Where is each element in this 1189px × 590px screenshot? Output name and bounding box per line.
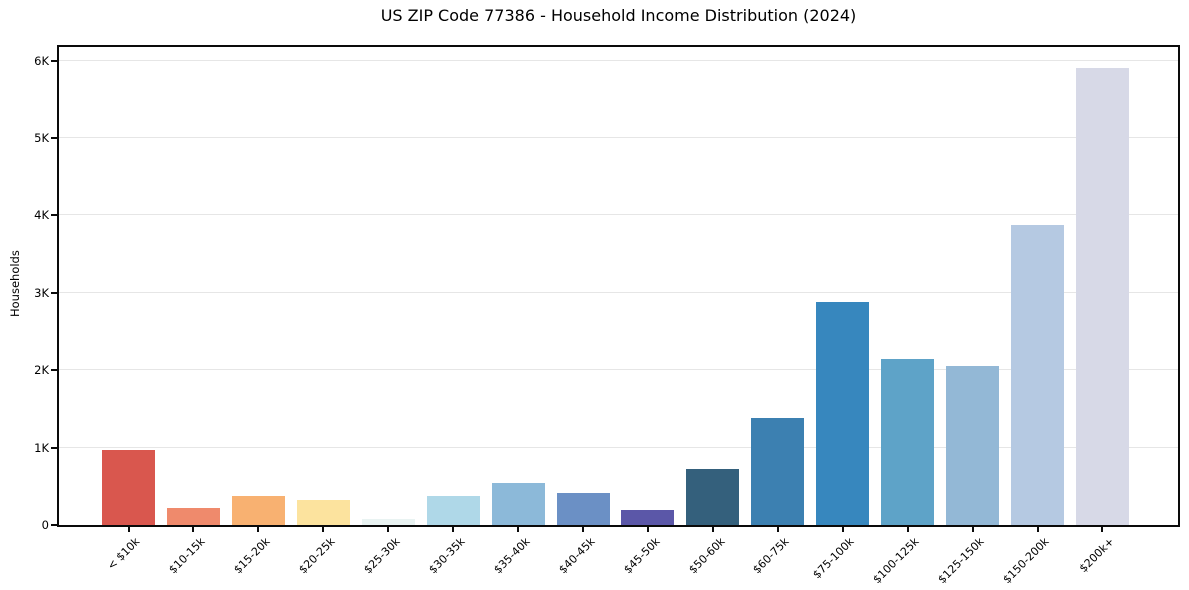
x-tick-label-$150-200k: $150-200k xyxy=(1000,535,1052,587)
y-tick-label-6K: 6K xyxy=(34,53,49,68)
y-tick-mark-3K xyxy=(51,291,57,294)
x-tick-label-$100-125k: $100-125k xyxy=(870,535,922,587)
x-tick-mark-< $10k xyxy=(127,527,130,532)
y-tick-label-4K: 4K xyxy=(34,208,49,223)
x-tick-label-$200k+: $200k+ xyxy=(1076,535,1117,576)
bar-$15-20k xyxy=(231,496,285,525)
bar-$75-100k xyxy=(816,302,870,525)
bar-$125-150k xyxy=(946,365,1000,525)
x-tick-mark-$30-35k xyxy=(452,527,455,532)
y-tick-mark-4K xyxy=(51,214,57,217)
bar-$30-35k xyxy=(426,496,480,525)
bar-$40-45k xyxy=(556,492,610,525)
bar-$200k+ xyxy=(1075,68,1129,525)
x-tick-mark-$40-45k xyxy=(582,527,584,532)
x-tick-label-< $10k: < $10k xyxy=(105,535,143,573)
y-tick-label-5K: 5K xyxy=(34,131,49,145)
x-tick-mark-$75-100k xyxy=(841,527,844,532)
x-tick-mark-$10-15k xyxy=(192,527,195,532)
x-tick-mark-$125-150k xyxy=(971,527,974,532)
x-tick-mark-$25-30k xyxy=(387,527,390,532)
plot-area xyxy=(57,45,1180,527)
y-tick-label-1K: 1K xyxy=(34,440,49,455)
bar-$10-15k xyxy=(166,507,220,525)
gridline-2000 xyxy=(59,369,1178,371)
x-tick-label-$60-75k: $60-75k xyxy=(750,535,793,577)
x-tick-mark-$200k+ xyxy=(1101,527,1104,532)
x-tick-label-$20-25k: $20-25k xyxy=(296,535,338,577)
bar-$100-125k xyxy=(881,358,935,525)
x-tick-label-$25-30k: $25-30k xyxy=(361,535,403,577)
x-tick-label-$125-150k: $125-150k xyxy=(935,535,987,587)
bar-< $10k xyxy=(102,449,155,525)
y-tick-label-2K: 2K xyxy=(34,363,49,378)
x-tick-label-$15-20k: $15-20k xyxy=(231,535,273,577)
bar-$20-25k xyxy=(296,499,350,525)
gridline-6000 xyxy=(59,59,1178,61)
y-tick-label-0: 0 xyxy=(41,518,49,532)
x-tick-label-$45-50k: $45-50k xyxy=(620,535,663,577)
bar-$45-50k xyxy=(621,509,675,525)
gridline-3000 xyxy=(59,291,1178,293)
x-tick-mark-$50-60k xyxy=(711,527,714,532)
x-tick-mark-$60-75k xyxy=(776,527,779,532)
bar-$35-40k xyxy=(491,483,545,525)
x-tick-label-$40-45k: $40-45k xyxy=(555,535,598,577)
gridline-5000 xyxy=(59,137,1178,138)
y-tick-mark-5K xyxy=(51,137,57,139)
x-tick-label-$50-60k: $50-60k xyxy=(685,535,728,577)
x-tick-mark-$45-50k xyxy=(646,527,649,532)
x-tick-mark-$20-25k xyxy=(322,527,325,532)
x-tick-mark-$150-200k xyxy=(1036,527,1039,532)
bar-$25-30k xyxy=(361,519,415,525)
gridline-4000 xyxy=(59,214,1178,216)
bar-$150-200k xyxy=(1011,225,1065,525)
x-tick-mark-$100-125k xyxy=(906,527,909,532)
bar-$60-75k xyxy=(751,418,805,525)
x-tick-label-$30-35k: $30-35k xyxy=(426,535,468,577)
y-tick-mark-6K xyxy=(51,59,57,62)
chart-title: US ZIP Code 77386 - Household Income Dis… xyxy=(380,6,857,25)
y-tick-label-3K: 3K xyxy=(34,285,49,300)
y-tick-mark-0 xyxy=(51,524,57,526)
x-tick-label-$35-40k: $35-40k xyxy=(491,535,533,577)
bar-$50-60k xyxy=(686,468,740,525)
y-tick-mark-2K xyxy=(51,369,57,372)
x-tick-mark-$35-40k xyxy=(517,527,520,532)
x-tick-mark-$15-20k xyxy=(257,527,260,532)
x-tick-label-$10-15k: $10-15k xyxy=(166,535,208,577)
gridline-1000 xyxy=(59,446,1178,448)
y-tick-mark-1K xyxy=(51,446,57,449)
x-tick-label-$75-100k: $75-100k xyxy=(810,535,857,582)
